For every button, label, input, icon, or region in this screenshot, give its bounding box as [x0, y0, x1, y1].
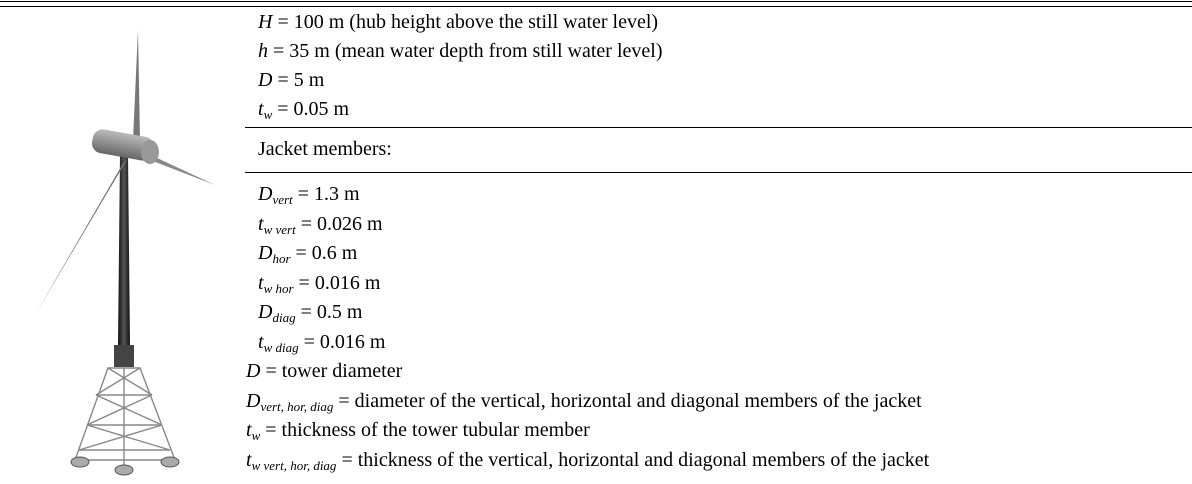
- rule: [245, 172, 1192, 173]
- definition-line: D = 5 m: [258, 68, 324, 92]
- subscript: w vert, hor, diag: [251, 457, 337, 473]
- definition: = 0.016 m: [303, 330, 386, 353]
- subscript: diag: [272, 310, 296, 325]
- definition-line: Dhor = 0.6 m: [258, 241, 357, 271]
- subscript: hor: [272, 251, 291, 266]
- symbol: t: [258, 212, 264, 235]
- definition: = thickness of the vertical, horizontal …: [341, 448, 930, 471]
- definition: = thickness of the tower tubular member: [265, 419, 590, 441]
- top-rule: [0, 1, 1192, 2]
- definition: = 1.3 m: [297, 183, 360, 205]
- symbol: h: [258, 40, 268, 62]
- symbol: D: [258, 183, 273, 205]
- definition-line: Ddiag = 0.5 m: [258, 300, 362, 330]
- subscript: w vert: [263, 221, 296, 237]
- definition: = 100 m (hub height above the still wate…: [277, 11, 659, 33]
- subscript: vert, hor, diag: [260, 398, 334, 414]
- definition-line: Dvert = 1.3 m: [258, 182, 360, 212]
- definition: = 35 m (mean water depth from still wate…: [273, 40, 663, 62]
- definition-line: tw diag = 0.016 m: [258, 330, 385, 360]
- symbol: H: [258, 11, 273, 33]
- symbol: t: [246, 419, 252, 441]
- subscript: w: [263, 107, 273, 122]
- symbol: t: [246, 448, 252, 471]
- jacket-heading: Jacket members:: [258, 138, 392, 160]
- definition-line: tw hor = 0.016 m: [258, 271, 380, 301]
- symbol: t: [258, 98, 264, 120]
- definition: = 0.016 m: [298, 271, 381, 294]
- definition-line: tw vert, hor, diag = thickness of the ver…: [246, 448, 929, 478]
- subscript: w hor: [263, 280, 294, 296]
- definition-line: h = 35 m (mean water depth from still wat…: [258, 39, 662, 63]
- definition-line: Dvert, hor, diag = diameter of the vertic…: [246, 389, 922, 419]
- definition: = tower diameter: [265, 360, 403, 382]
- definition-line: tw = 0.05 m: [258, 97, 349, 127]
- definition: = 5 m: [277, 69, 325, 91]
- definition-line: tw = thickness of the tower tubular membe…: [246, 418, 590, 448]
- symbol: D: [246, 360, 261, 382]
- rule: [245, 127, 1192, 128]
- top-rule: [0, 6, 1192, 7]
- definition: = diameter of the vertical, horizontal a…: [338, 389, 922, 412]
- symbol: D: [258, 242, 273, 264]
- definition: = 0.026 m: [300, 212, 383, 235]
- symbol: D: [246, 389, 261, 412]
- turbine-figure: [35, 30, 215, 476]
- definition-line: D = tower diameter: [246, 359, 402, 383]
- symbol: t: [258, 330, 264, 353]
- symbol: D: [258, 69, 273, 91]
- symbol: D: [258, 301, 273, 323]
- symbol: t: [258, 271, 264, 294]
- definition: = 0.6 m: [295, 242, 358, 264]
- subscript: w diag: [263, 339, 299, 355]
- subscript: vert: [272, 192, 293, 207]
- subscript: w: [251, 428, 261, 443]
- definition: = 0.05 m: [277, 98, 350, 120]
- definition-line: H = 100 m (hub height above the still wat…: [258, 10, 658, 34]
- definition: = 0.5 m: [300, 301, 363, 323]
- definition-line: tw vert = 0.026 m: [258, 212, 383, 242]
